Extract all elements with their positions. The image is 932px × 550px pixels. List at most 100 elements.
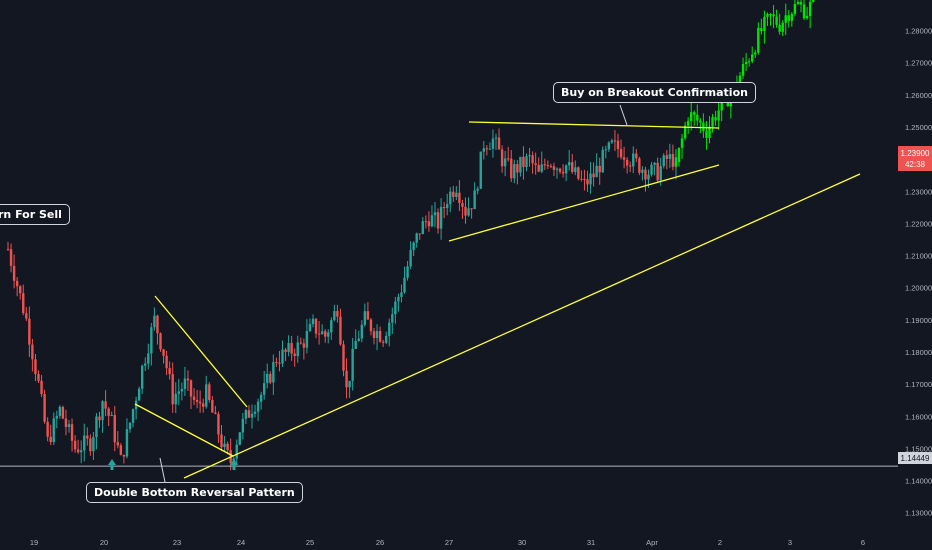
- candle-body[interactable]: [287, 343, 290, 352]
- candle-body[interactable]: [446, 204, 449, 208]
- candle-body[interactable]: [49, 436, 52, 443]
- price-axis[interactable]: 1.280001.270001.260001.250001.240001.230…: [905, 27, 932, 518]
- candle-body[interactable]: [607, 142, 611, 150]
- candle-body[interactable]: [781, 22, 784, 32]
- candle-body[interactable]: [574, 167, 577, 172]
- candle-body[interactable]: [141, 365, 144, 389]
- candle-body[interactable]: [744, 61, 748, 64]
- candle-body[interactable]: [738, 75, 742, 87]
- candle-body[interactable]: [308, 324, 312, 332]
- candle-body[interactable]: [430, 215, 434, 227]
- candle-body[interactable]: [208, 384, 211, 401]
- candle-body[interactable]: [324, 331, 327, 337]
- candle-body[interactable]: [128, 422, 132, 430]
- candle-body[interactable]: [372, 331, 376, 339]
- candle-body[interactable]: [144, 363, 147, 366]
- candle-body[interactable]: [427, 221, 431, 227]
- candle-body[interactable]: [113, 415, 116, 443]
- candle-body[interactable]: [311, 318, 315, 325]
- candle-body[interactable]: [711, 117, 714, 127]
- candle-body[interactable]: [796, 2, 800, 4]
- candle-body[interactable]: [613, 140, 617, 142]
- candle-body[interactable]: [25, 313, 28, 319]
- candle-body[interactable]: [168, 368, 171, 375]
- candle-body[interactable]: [95, 416, 98, 438]
- candle-body[interactable]: [787, 15, 790, 21]
- candle-body[interactable]: [534, 163, 537, 166]
- candle-body[interactable]: [290, 343, 293, 354]
- candle-body[interactable]: [546, 165, 550, 167]
- candle-body[interactable]: [592, 173, 595, 178]
- candle-body[interactable]: [686, 121, 690, 126]
- double-bottom-callout[interactable]: Double Bottom Reversal Pattern: [86, 482, 303, 503]
- candle-body[interactable]: [812, 0, 815, 2]
- candle-body[interactable]: [476, 188, 479, 191]
- candle-body[interactable]: [653, 162, 656, 165]
- candle-body[interactable]: [763, 16, 766, 32]
- candle-body[interactable]: [235, 444, 238, 459]
- candle-body[interactable]: [378, 331, 382, 342]
- candle-body[interactable]: [266, 373, 269, 384]
- candle-body[interactable]: [366, 311, 370, 320]
- candle-body[interactable]: [616, 140, 620, 149]
- candle-body[interactable]: [89, 438, 92, 452]
- candle-body[interactable]: [192, 396, 196, 400]
- candle-body[interactable]: [507, 158, 510, 160]
- candle-body[interactable]: [543, 164, 546, 166]
- candle-body[interactable]: [516, 164, 519, 173]
- candle-body[interactable]: [76, 449, 80, 453]
- candle-body[interactable]: [601, 149, 604, 173]
- candle-body[interactable]: [424, 221, 428, 223]
- candle-body[interactable]: [644, 169, 647, 180]
- candle-body[interactable]: [656, 162, 659, 181]
- candle-body[interactable]: [577, 167, 580, 179]
- candle-body[interactable]: [360, 324, 363, 339]
- candle-body[interactable]: [189, 380, 193, 397]
- candle-body[interactable]: [381, 341, 385, 343]
- candle-body[interactable]: [327, 332, 330, 337]
- candle-body[interactable]: [482, 148, 485, 152]
- candle-body[interactable]: [296, 342, 299, 357]
- candle-body[interactable]: [391, 314, 394, 323]
- candle-body[interactable]: [433, 212, 437, 216]
- candle-body[interactable]: [61, 406, 65, 419]
- candle-body[interactable]: [412, 242, 415, 251]
- candle-body[interactable]: [555, 168, 559, 170]
- candle-body[interactable]: [314, 318, 318, 334]
- candle-body[interactable]: [162, 349, 165, 356]
- candle-body[interactable]: [677, 147, 681, 163]
- candle-body[interactable]: [680, 138, 684, 148]
- candle-body[interactable]: [699, 120, 702, 123]
- candle-body[interactable]: [497, 137, 501, 150]
- long-support-trendline[interactable]: [183, 173, 861, 479]
- candle-body[interactable]: [345, 370, 348, 388]
- candle-body[interactable]: [64, 418, 68, 427]
- candle-body[interactable]: [320, 331, 324, 335]
- candle-body[interactable]: [458, 192, 461, 203]
- triangle-upper-trendline[interactable]: [468, 121, 720, 129]
- candle-body[interactable]: [241, 418, 245, 433]
- candle-body[interactable]: [409, 250, 412, 267]
- candle-body[interactable]: [708, 126, 711, 138]
- candle-body[interactable]: [317, 333, 321, 335]
- candle-body[interactable]: [568, 162, 571, 166]
- candle-body[interactable]: [348, 380, 351, 388]
- candle-body[interactable]: [40, 380, 43, 395]
- candle-body[interactable]: [583, 178, 586, 180]
- buy-callout[interactable]: Buy on Breakout Confirmation: [553, 82, 756, 103]
- candle-body[interactable]: [342, 344, 345, 371]
- candle-body[interactable]: [479, 151, 482, 189]
- candle-body[interactable]: [55, 415, 58, 419]
- candle-body[interactable]: [299, 342, 302, 344]
- candle-body[interactable]: [598, 165, 601, 173]
- candle-body[interactable]: [388, 322, 391, 336]
- candle-body[interactable]: [632, 153, 635, 167]
- candle-body[interactable]: [104, 401, 107, 409]
- candle-body[interactable]: [220, 434, 223, 448]
- candle-body[interactable]: [22, 293, 25, 314]
- candle-body[interactable]: [110, 415, 113, 417]
- candle-body[interactable]: [363, 311, 367, 325]
- candle-body[interactable]: [131, 409, 135, 423]
- candle-body[interactable]: [638, 158, 641, 173]
- candle-body[interactable]: [662, 155, 665, 167]
